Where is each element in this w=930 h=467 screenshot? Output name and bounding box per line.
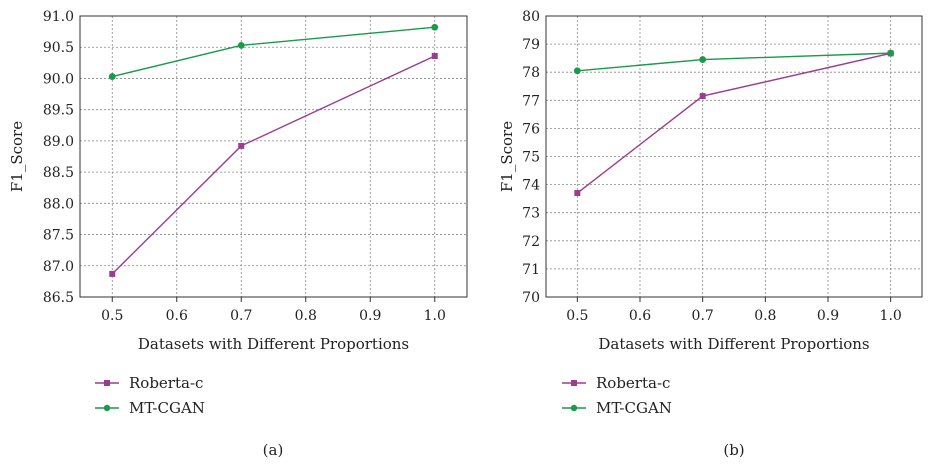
y-tick-label: 72 bbox=[522, 234, 540, 250]
y-tick-label: 91.0 bbox=[43, 9, 74, 25]
data-point-mt-cgan bbox=[237, 41, 245, 49]
y-tick-label: 77 bbox=[522, 93, 540, 109]
x-axis-label: Datasets with Different Proportions bbox=[138, 335, 409, 353]
data-point-roberta-c bbox=[574, 190, 581, 197]
y-tick-label: 86.5 bbox=[43, 290, 74, 306]
y-tick-label: 78 bbox=[522, 65, 540, 81]
x-tick-label: 0.7 bbox=[692, 308, 714, 324]
panel-label: (a) bbox=[263, 441, 284, 459]
y-tick-label: 71 bbox=[522, 262, 540, 278]
panel-label: (b) bbox=[723, 441, 744, 459]
y-tick-label: 70 bbox=[522, 290, 540, 306]
y-tick-label: 88.5 bbox=[43, 165, 74, 181]
x-tick-label: 0.9 bbox=[817, 308, 839, 324]
x-axis-label: Datasets with Different Proportions bbox=[598, 335, 869, 353]
data-point-mt-cgan bbox=[887, 49, 895, 57]
y-tick-label: 87.0 bbox=[43, 259, 74, 275]
series-line-roberta-c bbox=[576, 52, 891, 194]
legend-entry: MT-CGAN bbox=[596, 399, 672, 417]
x-tick-label: 0.8 bbox=[295, 308, 317, 324]
x-tick-label: 0.5 bbox=[101, 308, 123, 324]
data-point-roberta-c bbox=[431, 52, 438, 59]
x-tick-label: 0.8 bbox=[754, 308, 776, 324]
y-tick-label: 90.5 bbox=[43, 40, 74, 56]
y-tick-label: 79 bbox=[522, 37, 540, 53]
y-tick-label: 89.5 bbox=[43, 103, 74, 119]
y-tick-label: 76 bbox=[522, 121, 540, 137]
series-line-mt-cgan bbox=[112, 26, 435, 78]
data-point-mt-cgan bbox=[699, 56, 707, 63]
y-axis-label: F1_Score bbox=[8, 121, 26, 192]
y-tick-label: 87.5 bbox=[43, 228, 74, 244]
plot-area-frame bbox=[545, 15, 923, 298]
chart-panel-a: 86.5 87.0 87.5 88.0 88.5 89.0 89.5 90.0 90.5 91.0… bbox=[8, 9, 468, 459]
legend-marker bbox=[570, 404, 578, 412]
data-point-mt-cgan bbox=[431, 23, 439, 31]
y-tick-label: 90.0 bbox=[43, 71, 74, 87]
legend-entry: MT-CGAN bbox=[129, 399, 205, 417]
data-point-roberta-c bbox=[238, 142, 245, 149]
y-tick-label: 75 bbox=[522, 150, 540, 166]
data-point-roberta-c bbox=[699, 93, 706, 100]
legend-marker bbox=[571, 380, 577, 386]
data-point-roberta-c bbox=[109, 270, 116, 277]
y-tick-label: 73 bbox=[522, 206, 540, 222]
series-line-roberta-c bbox=[111, 55, 436, 275]
plot-area-frame bbox=[79, 15, 468, 298]
y-tick-label: 89.0 bbox=[43, 134, 74, 150]
series-line-mt-cgan bbox=[577, 52, 891, 72]
data-point-mt-cgan bbox=[573, 67, 581, 75]
x-tick-label: 0.5 bbox=[566, 308, 588, 324]
y-axis-label: F1_Score bbox=[498, 121, 516, 192]
x-tick-label: 0.6 bbox=[166, 308, 188, 324]
y-tick-label: 88.0 bbox=[43, 196, 74, 212]
x-tick-label: 0.9 bbox=[359, 308, 381, 324]
x-tick-label: 1.0 bbox=[424, 308, 446, 324]
data-point-mt-cgan bbox=[108, 73, 116, 80]
legend-marker bbox=[103, 404, 111, 412]
x-tick-label: 0.7 bbox=[230, 308, 252, 324]
x-tick-label: 1.0 bbox=[880, 308, 902, 324]
y-tick-label: 74 bbox=[522, 178, 540, 194]
chart-panel-b: 70 71 72 73 74 75 76 77 78 79 80 0.5 0.6 0.7 0.8 0.9 1.0… bbox=[498, 9, 923, 459]
legend-marker bbox=[104, 380, 110, 386]
legend-entry: Roberta-c bbox=[596, 374, 670, 392]
y-tick-label: 80 bbox=[522, 9, 540, 25]
x-tick-label: 0.6 bbox=[629, 308, 651, 324]
legend-entry: Roberta-c bbox=[129, 374, 203, 392]
